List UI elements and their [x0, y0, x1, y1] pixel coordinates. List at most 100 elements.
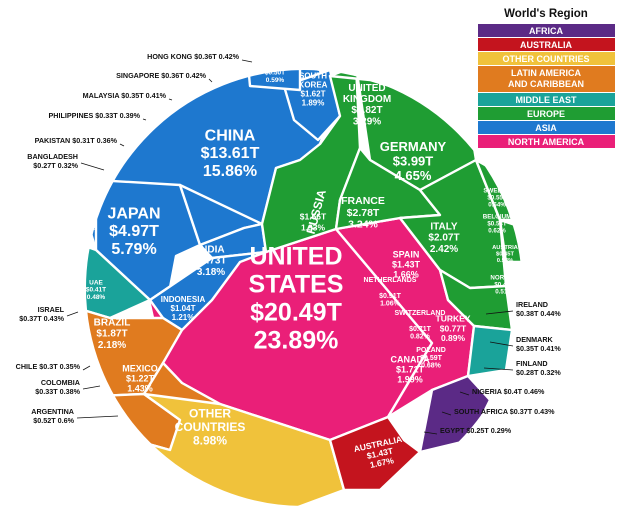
legend-label-europe: EUROPE — [527, 109, 565, 119]
label-saudi-arabia-name1: ARABIA — [71, 226, 97, 233]
region-legend: World's Region AFRICA AUSTRALIA OTHER COUNT… — [478, 8, 615, 148]
label-uae-share2: 0.48% — [87, 294, 106, 301]
leader-pakistan — [119, 143, 125, 147]
leader-philippines — [142, 118, 147, 121]
label-turkey-share2: 0.89% — [441, 333, 466, 343]
label-sweden-name0: SWEDEN — [483, 188, 511, 195]
label-norway-name0: NORWAY — [490, 275, 518, 282]
label-poland-share2: 0.68% — [421, 363, 442, 370]
label-india-name0: INDIA — [197, 244, 224, 255]
outside-label-ireland-name: IRELAND — [516, 300, 548, 309]
label-belgium-name0: BELGIUM — [483, 214, 512, 221]
legend-label-africa: AFRICA — [529, 26, 563, 36]
leader-south-africa — [441, 411, 452, 416]
outside-label-nigeria: NIGERIA $0.4T 0.46% — [472, 387, 545, 396]
label-united-states-share3: 23.89% — [254, 327, 339, 355]
outside-label-argentina-value: $0.52T 0.6% — [33, 416, 74, 425]
legend-label-other: OTHER COUNTRIES — [502, 54, 589, 64]
label-south-korea-name1: KOREA — [299, 81, 328, 90]
label-canada-name0: CANADA — [391, 354, 430, 364]
label-united-kingdom-name1: KINGDOM — [343, 94, 391, 105]
legend-title: World's Region — [504, 8, 588, 20]
outside-label-denmark-value: $0.35T 0.41% — [516, 344, 561, 353]
label-india-value1: $2.73T — [195, 256, 226, 267]
legend-swatch-australia — [478, 38, 615, 51]
outside-label-finland-value: $0.28T 0.32% — [516, 368, 561, 377]
label-iran-name0: IRAN — [69, 257, 85, 264]
legend-label-latam-0: LATIN AMERICA — [511, 68, 581, 78]
outside-label-philippines: PHILIPPINES $0.33T 0.39% — [49, 111, 141, 120]
legend-swatch-namerica — [478, 135, 615, 148]
outside-label-malaysia: MALAYSIA $0.35T 0.41% — [83, 91, 167, 100]
label-other-countries-name0: OTHER — [189, 407, 231, 421]
label-italy-value1: $2.07T — [428, 233, 459, 244]
label-saudi-arabia-name0: SAUDI — [74, 219, 94, 226]
label-mexico-share2: 1.43% — [127, 383, 153, 393]
label-france-share2: 3.24% — [348, 219, 378, 231]
label-other-countries-share2: 8.98% — [193, 434, 227, 448]
label-united-kingdom-value2: $2.82T — [351, 105, 382, 116]
leader-egypt — [423, 431, 438, 435]
leader-chile — [82, 365, 91, 371]
label-switzerland-value2: $0.71T — [409, 326, 432, 333]
label-south-korea-share3: 1.89% — [302, 99, 325, 108]
legend-swatch-europe — [478, 107, 615, 120]
outside-label-argentina-name: ARGENTINA — [31, 407, 74, 416]
legend-swatch-asia — [478, 121, 615, 134]
leader-denmark — [489, 341, 514, 347]
label-france-value1: $2.78T — [347, 207, 380, 219]
label-sweden-share2: 0.64% — [488, 202, 506, 209]
label-united-kingdom-share3: 3.29% — [353, 116, 381, 127]
outside-label-chile: CHILE $0.3T 0.35% — [16, 362, 81, 371]
label-mexico-name0: MEXICO — [122, 363, 158, 373]
leader-ireland — [485, 310, 514, 315]
label-united-states-name1: STATES — [249, 271, 344, 299]
label-brazil-share2: 2.18% — [98, 340, 126, 351]
label-germany-name0: GERMANY — [380, 139, 447, 154]
label-austria-value1: $0.45T — [496, 252, 515, 258]
outside-label-singapore: SINGAPORE $0.36T 0.42% — [116, 71, 206, 80]
region-cell-asia-8 — [246, 68, 302, 92]
label-switzerland-share3: 0.82% — [410, 334, 431, 341]
outside-label-egypt: EGYPT $0.25T 0.29% — [440, 426, 512, 435]
label-south-korea-value2: $1.62T — [301, 90, 326, 99]
label-uae-value1: $0.41T — [86, 287, 106, 294]
label-poland-name0: POLAND — [416, 347, 446, 354]
legend-swatch-africa — [478, 24, 615, 37]
label-belgium-value1: $0.53T — [487, 221, 506, 228]
label-germany-share2: 4.65% — [395, 168, 432, 183]
outside-label-bangladesh-value: $0.27T 0.32% — [33, 161, 78, 170]
label-turkey-name0: TURKEY — [436, 314, 471, 324]
label-canada-share2: 1.99% — [397, 374, 423, 384]
legend-swatch-mideast — [478, 93, 615, 106]
outside-label-pakistan: PAKISTAN $0.31T 0.36% — [35, 136, 118, 145]
label-sweden-value1: $0.55T — [487, 195, 506, 202]
legend-swatch-other — [478, 52, 615, 65]
legend-label-namerica: NORTH AMERICA — [508, 137, 585, 147]
legend-label-mideast: MIDDLE EAST — [515, 95, 577, 105]
label-brazil-value1: $1.87T — [96, 329, 127, 340]
label-france-name0: FRANCE — [341, 195, 385, 207]
label-turkey-value1: $0.77T — [440, 323, 467, 333]
outside-label-israel-name: ISRAEL — [38, 305, 65, 314]
label-japan-value1: $4.97T — [109, 223, 159, 240]
label-united-states-value2: $20.49T — [250, 299, 342, 327]
label-spain-share2: 1.66% — [393, 269, 419, 279]
label-united-states-name0: UNITED — [249, 243, 342, 271]
outside-label-colombia-name: COLOMBIA — [41, 378, 80, 387]
